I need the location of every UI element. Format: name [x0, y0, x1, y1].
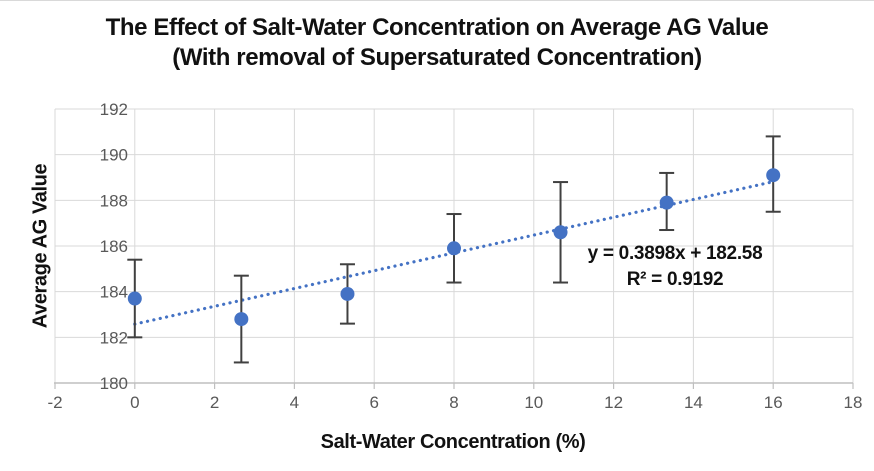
y-tick-label: 190 — [100, 146, 128, 165]
trendline-equation: y = 0.3898x + 182.58 R² = 0.9192 — [588, 241, 763, 293]
chart-title: The Effect of Salt-Water Concentration o… — [0, 13, 874, 73]
data-point — [340, 286, 355, 301]
data-point — [659, 195, 674, 210]
x-tick-label: 12 — [604, 393, 623, 412]
chart-title-line1: The Effect of Salt-Water Concentration o… — [105, 14, 769, 41]
x-tick-label: -2 — [47, 393, 62, 412]
x-tick-label: 2 — [210, 393, 219, 412]
x-tick-label: 8 — [449, 393, 458, 412]
y-tick-label: 182 — [100, 328, 128, 347]
x-tick-label: 6 — [369, 393, 378, 412]
data-point — [127, 291, 142, 306]
x-axis-title: Salt-Water Concentration (%) — [320, 431, 586, 453]
chart-title-line2: (With removal of Supersaturated Concentr… — [172, 44, 702, 71]
data-point — [553, 225, 568, 240]
y-tick-label: 188 — [100, 191, 128, 210]
x-tick-label: 16 — [764, 393, 783, 412]
data-point — [766, 168, 781, 183]
r-squared-label: R² = 0.9192 — [626, 269, 724, 290]
x-tick-label: 4 — [290, 393, 299, 412]
trendline-equation-line: y = 0.3898x + 182.58 — [587, 243, 763, 264]
y-tick-label: 184 — [100, 283, 128, 302]
x-tick-label: 10 — [524, 393, 543, 412]
x-tick-label: 18 — [844, 393, 863, 412]
data-point — [447, 241, 461, 256]
y-tick-label: 192 — [100, 100, 128, 119]
y-tick-label: 186 — [100, 237, 128, 256]
data-point — [234, 312, 249, 327]
y-tick-label: 180 — [100, 374, 128, 393]
x-tick-label: 14 — [684, 393, 703, 412]
x-tick-label: 0 — [130, 393, 139, 412]
